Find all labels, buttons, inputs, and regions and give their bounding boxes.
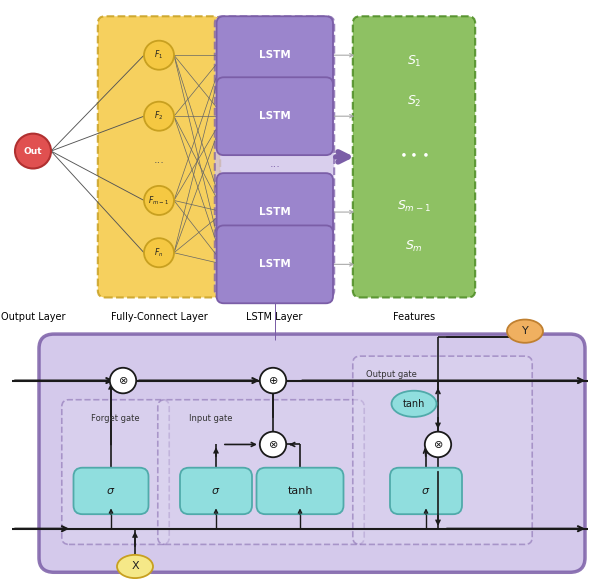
Text: $\sigma$: $\sigma$: [421, 486, 431, 496]
Circle shape: [144, 41, 174, 70]
Text: Y: Y: [521, 326, 529, 336]
FancyBboxPatch shape: [98, 16, 220, 297]
Text: LSTM Layer: LSTM Layer: [247, 311, 302, 322]
Text: $\otimes$: $\otimes$: [268, 439, 278, 450]
Text: Output Layer: Output Layer: [1, 311, 65, 322]
Text: LSTM: LSTM: [259, 111, 290, 121]
FancyBboxPatch shape: [217, 225, 333, 303]
Text: Input gate: Input gate: [189, 414, 233, 423]
Text: Features: Features: [393, 311, 435, 322]
Text: $S_1$: $S_1$: [407, 53, 421, 69]
FancyBboxPatch shape: [180, 468, 252, 514]
Text: $F_1$: $F_1$: [154, 49, 164, 62]
Text: tanh: tanh: [403, 399, 425, 409]
FancyBboxPatch shape: [353, 16, 475, 297]
Text: Fully-Connect Layer: Fully-Connect Layer: [110, 311, 208, 322]
FancyBboxPatch shape: [353, 356, 532, 544]
FancyBboxPatch shape: [39, 334, 585, 572]
Circle shape: [260, 368, 286, 393]
Text: X: X: [131, 561, 139, 572]
FancyBboxPatch shape: [215, 16, 334, 297]
Circle shape: [110, 368, 136, 393]
Text: Output gate: Output gate: [366, 370, 417, 379]
FancyBboxPatch shape: [390, 468, 462, 514]
Text: LSTM: LSTM: [259, 50, 290, 60]
Text: Forget gate: Forget gate: [91, 414, 140, 423]
Text: ...: ...: [154, 155, 164, 165]
Circle shape: [15, 134, 51, 168]
Text: $F_n$: $F_n$: [154, 246, 164, 259]
Text: $\otimes$: $\otimes$: [118, 375, 128, 386]
Circle shape: [260, 432, 286, 457]
Circle shape: [144, 102, 174, 131]
Text: tanh: tanh: [287, 486, 313, 496]
Text: ...: ...: [269, 159, 280, 169]
FancyBboxPatch shape: [217, 16, 333, 94]
Circle shape: [425, 432, 451, 457]
FancyBboxPatch shape: [74, 468, 149, 514]
FancyBboxPatch shape: [62, 400, 169, 544]
Text: $S_2$: $S_2$: [407, 94, 421, 109]
Ellipse shape: [507, 320, 543, 343]
Text: $\otimes$: $\otimes$: [433, 439, 443, 450]
Circle shape: [144, 238, 174, 267]
Text: $\oplus$: $\oplus$: [268, 375, 278, 386]
Text: LSTM: LSTM: [259, 207, 290, 217]
Text: $\bullet\bullet\bullet$: $\bullet\bullet\bullet$: [398, 148, 430, 160]
FancyBboxPatch shape: [217, 77, 333, 155]
Text: $\sigma$: $\sigma$: [106, 486, 116, 496]
Ellipse shape: [391, 391, 436, 417]
Text: LSTM: LSTM: [259, 259, 290, 270]
FancyBboxPatch shape: [257, 468, 343, 514]
Text: $F_2$: $F_2$: [154, 110, 164, 123]
Text: $F_{m-1}$: $F_{m-1}$: [148, 194, 170, 207]
Circle shape: [144, 186, 174, 215]
FancyBboxPatch shape: [158, 400, 364, 544]
Text: $S_{m-1}$: $S_{m-1}$: [397, 199, 431, 214]
Ellipse shape: [117, 555, 153, 578]
Text: $S_m$: $S_m$: [405, 239, 423, 254]
Text: $\sigma$: $\sigma$: [211, 486, 221, 496]
Text: Out: Out: [23, 146, 43, 156]
FancyBboxPatch shape: [217, 173, 333, 251]
